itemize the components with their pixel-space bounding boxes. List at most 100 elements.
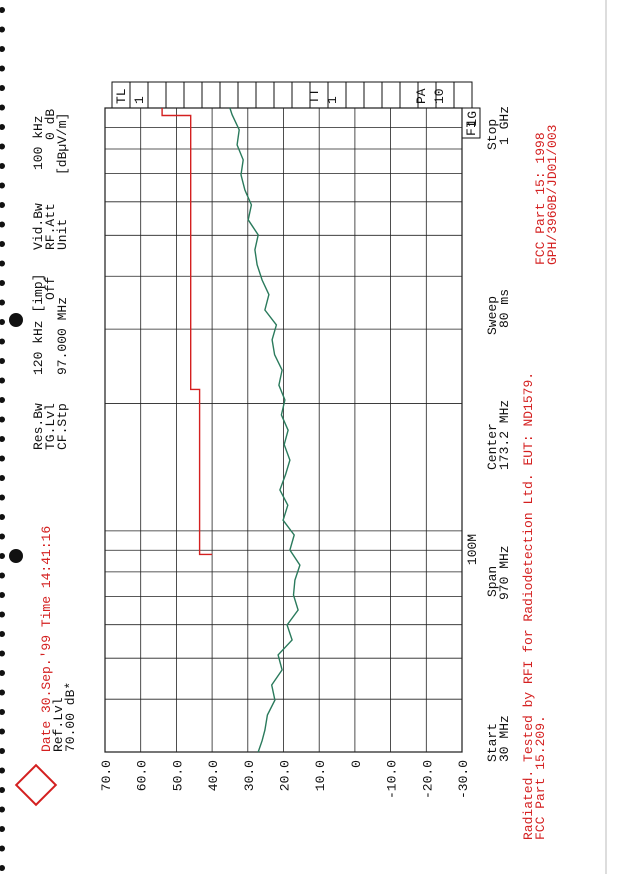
annotation: 97.000 MHz: [55, 297, 70, 375]
annotation: Unit: [55, 219, 70, 250]
binding-hole: [0, 46, 5, 52]
annotation: Radiated. Tested by RFI for Radiodetecti…: [521, 372, 536, 840]
softkey-cells: [111, 81, 481, 139]
y-tick-label: 0: [349, 760, 364, 768]
binding-hole: [0, 826, 5, 832]
punch-hole: [9, 313, 23, 327]
annotation: Stop: [485, 119, 500, 150]
binding-hole: [0, 494, 5, 501]
binding-hole: [0, 806, 5, 813]
binding-hole: [0, 26, 5, 33]
cell: [183, 81, 203, 109]
series-line: [161, 108, 213, 556]
punch-hole: [9, 549, 23, 563]
y-tick-label: 20.0: [278, 760, 293, 791]
cell: [201, 81, 221, 109]
annotation: 120 kHz [imp]: [31, 274, 46, 375]
annotation: TT: [307, 88, 322, 104]
cell: [453, 81, 473, 109]
binding-hole: [0, 650, 5, 657]
annotation: 0 dB: [43, 109, 58, 140]
cell: [219, 81, 239, 109]
binding-hole: [0, 728, 5, 735]
logo: [14, 763, 58, 807]
binding-hole: [0, 455, 5, 462]
annotation: CF.Stp: [55, 403, 70, 450]
annotation: TL: [114, 88, 129, 104]
annotation: Ref.Lvl: [51, 697, 66, 752]
annotation: GPH/3960B/JD01/003: [545, 125, 560, 265]
binding-hole: [0, 299, 5, 306]
cell: [345, 81, 365, 109]
binding-hole: [0, 845, 5, 852]
binding-hole: [0, 397, 5, 403]
binding-hole: [0, 358, 5, 364]
binding-hole: [0, 787, 5, 793]
cell: [381, 81, 401, 109]
annotation: PA: [414, 88, 429, 104]
binding-hole: [0, 767, 5, 774]
binding-hole: [0, 533, 5, 540]
annotation: FI: [464, 120, 479, 136]
series-line: [229, 107, 301, 753]
binding-hole: [0, 475, 5, 481]
annotation: Span: [485, 566, 500, 597]
binding-hole: [0, 85, 5, 91]
binding-hole: [0, 631, 5, 637]
annotation: 100 kHz: [31, 115, 46, 170]
binding-hole: [0, 514, 5, 520]
cell: [255, 81, 275, 109]
y-tick-label: -20.0: [420, 760, 435, 799]
binding-hole: [0, 319, 5, 325]
annotation: Date 30.Sep.'99 Time 14:41:16: [39, 526, 54, 752]
annotation: [dBµV/m]: [55, 113, 70, 175]
y-tick-label: 10.0: [313, 760, 328, 791]
binding-hole: [0, 124, 5, 130]
annotation: Start: [485, 723, 500, 762]
binding-hole: [0, 182, 5, 189]
annotation: 1: [132, 96, 147, 104]
binding-hole: [0, 221, 5, 228]
x-tick-label: 1G: [465, 111, 480, 127]
annotation: RF.Att: [43, 203, 58, 250]
annotation: Vid.Bw: [31, 203, 46, 250]
annotation: TG.Lvl: [43, 403, 58, 450]
annotation: Center: [485, 423, 500, 470]
binding-hole: [0, 241, 5, 247]
annotation: 1 GHz: [497, 106, 512, 145]
annotation: Off: [43, 277, 58, 300]
y-tick-label: 50.0: [170, 760, 185, 791]
binding-hole: [0, 572, 5, 579]
y-tick-label: 40.0: [206, 760, 221, 791]
cell: [237, 81, 257, 109]
binding-hole: [0, 377, 5, 384]
binding-hole: [0, 611, 5, 618]
binding-hole: [0, 143, 5, 150]
annotation: 30 MHz: [497, 715, 512, 762]
cell: [165, 81, 185, 109]
annotation: Sweep: [485, 296, 500, 335]
binding-hole: [0, 670, 5, 676]
binding-hole: [0, 592, 5, 598]
binding-hole: [0, 104, 5, 111]
annotation: FCC Part 15: 1998: [533, 132, 548, 265]
cell: [273, 81, 293, 109]
binding-hole: [0, 416, 5, 423]
annotation: 80 ms: [497, 289, 512, 328]
annotation: 1: [325, 96, 340, 104]
annotation: FCC Part 15.209.: [533, 715, 548, 840]
y-tick-label: -30.0: [456, 760, 471, 799]
binding-hole: [0, 260, 5, 267]
logo-diamond: [14, 763, 58, 807]
x-tick-label: 100M: [465, 534, 480, 565]
annotation: 173.2 MHz: [497, 400, 512, 470]
binding-hole: [0, 202, 5, 208]
binding-hole: [0, 65, 5, 72]
binding-hole: [0, 436, 5, 442]
binding-hole: [0, 7, 5, 13]
cell: [147, 81, 167, 109]
y-tick-label: 60.0: [135, 760, 150, 791]
y-tick-label: -10.0: [385, 760, 400, 799]
